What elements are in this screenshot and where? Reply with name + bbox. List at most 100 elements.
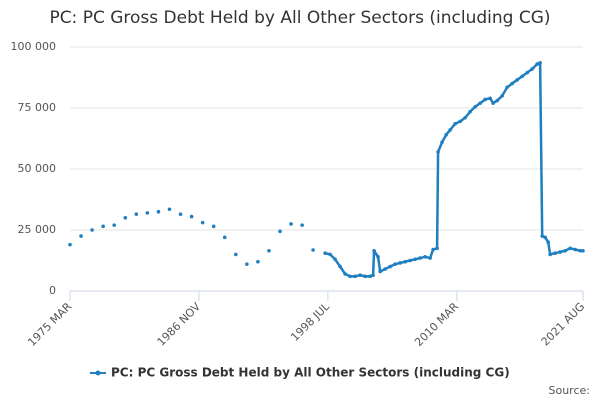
data-point bbox=[540, 234, 545, 238]
data-point bbox=[343, 272, 347, 276]
data-point bbox=[543, 235, 547, 240]
data-point bbox=[553, 251, 557, 255]
y-tick-label: 0 bbox=[49, 284, 56, 297]
data-point bbox=[376, 255, 380, 259]
x-tick-label: 1998 JUL bbox=[288, 299, 332, 343]
data-point bbox=[440, 140, 444, 144]
data-point bbox=[383, 267, 387, 271]
data-point bbox=[563, 248, 568, 253]
data-point bbox=[145, 211, 150, 215]
data-point bbox=[413, 257, 417, 262]
data-point bbox=[167, 207, 172, 212]
data-point bbox=[368, 274, 372, 279]
data-point bbox=[393, 262, 397, 266]
data-point bbox=[328, 252, 332, 257]
data-point bbox=[520, 74, 525, 79]
data-point bbox=[134, 212, 139, 216]
data-point bbox=[267, 248, 271, 253]
data-point bbox=[323, 251, 327, 255]
x-tick-label: 1975 MAR bbox=[25, 300, 74, 349]
data-point bbox=[535, 62, 539, 66]
data-point bbox=[525, 70, 529, 75]
y-tick-label: 75 000 bbox=[18, 101, 57, 114]
data-point bbox=[371, 273, 375, 277]
data-point bbox=[581, 248, 585, 253]
x-tick-label: 1986 NOV bbox=[155, 300, 204, 349]
data-point bbox=[289, 222, 293, 226]
data-point bbox=[435, 246, 439, 251]
data-point bbox=[112, 223, 117, 227]
data-point bbox=[568, 246, 572, 251]
data-point bbox=[448, 128, 452, 132]
data-point bbox=[189, 214, 194, 219]
data-point bbox=[403, 259, 407, 264]
y-tick-label: 100 000 bbox=[11, 40, 57, 53]
data-point bbox=[348, 274, 352, 279]
data-point bbox=[123, 216, 128, 220]
data-point bbox=[358, 273, 362, 277]
y-tick-label: 25 000 bbox=[18, 223, 57, 236]
data-point bbox=[478, 101, 483, 105]
data-point bbox=[79, 234, 83, 238]
data-point bbox=[483, 97, 487, 102]
data-point bbox=[538, 61, 542, 65]
data-point bbox=[278, 229, 282, 234]
data-point bbox=[211, 224, 216, 229]
data-point bbox=[423, 255, 427, 259]
source-label: Source: bbox=[549, 384, 591, 397]
data-point bbox=[453, 122, 457, 126]
data-point bbox=[491, 101, 495, 105]
y-tick-label: 50 000 bbox=[18, 162, 57, 175]
data-point bbox=[488, 96, 492, 101]
data-point bbox=[353, 274, 357, 279]
data-point bbox=[468, 109, 472, 114]
data-point bbox=[500, 94, 504, 98]
data-point bbox=[530, 67, 534, 71]
data-point bbox=[495, 98, 499, 103]
data-point bbox=[372, 248, 376, 253]
data-point bbox=[363, 274, 367, 279]
data-point bbox=[573, 247, 577, 252]
chart-title: PC: PC Gross Debt Held by All Other Sect… bbox=[49, 8, 550, 28]
data-point bbox=[418, 256, 422, 260]
legend-marker bbox=[95, 370, 101, 376]
data-point bbox=[463, 115, 467, 120]
data-point bbox=[333, 257, 337, 262]
data-point bbox=[444, 133, 448, 137]
data-point bbox=[256, 259, 260, 264]
data-point bbox=[90, 228, 94, 232]
data-point bbox=[510, 81, 514, 86]
data-point bbox=[338, 264, 342, 269]
data-point bbox=[68, 242, 72, 247]
data-point bbox=[558, 250, 563, 254]
data-point bbox=[178, 212, 183, 216]
data-point bbox=[408, 258, 412, 263]
data-point bbox=[378, 269, 382, 274]
data-point bbox=[578, 248, 583, 253]
x-tick-label: 2021 AUG bbox=[539, 300, 588, 349]
data-point bbox=[458, 119, 462, 124]
data-point bbox=[222, 235, 227, 240]
data-point bbox=[515, 78, 519, 82]
legend-item[interactable]: PC: PC Gross Debt Held by All Other Sect… bbox=[90, 366, 510, 380]
data-point bbox=[546, 240, 550, 244]
legend-label: PC: PC Gross Debt Held by All Other Sect… bbox=[111, 366, 510, 380]
data-point bbox=[300, 223, 304, 227]
data-point bbox=[431, 247, 435, 252]
data-point bbox=[200, 220, 205, 225]
data-point bbox=[245, 262, 249, 266]
x-tick-label: 2010 MAR bbox=[412, 300, 461, 349]
data-point bbox=[388, 264, 392, 269]
data-point bbox=[156, 209, 161, 214]
data-point bbox=[398, 261, 402, 265]
data-point bbox=[548, 252, 552, 257]
series-line bbox=[324, 61, 583, 278]
data-point bbox=[311, 248, 315, 252]
data-point bbox=[428, 256, 432, 260]
data-point bbox=[234, 252, 238, 257]
data-point bbox=[505, 85, 509, 90]
data-point bbox=[101, 224, 105, 229]
data-point bbox=[473, 104, 477, 109]
data-point bbox=[436, 150, 440, 154]
